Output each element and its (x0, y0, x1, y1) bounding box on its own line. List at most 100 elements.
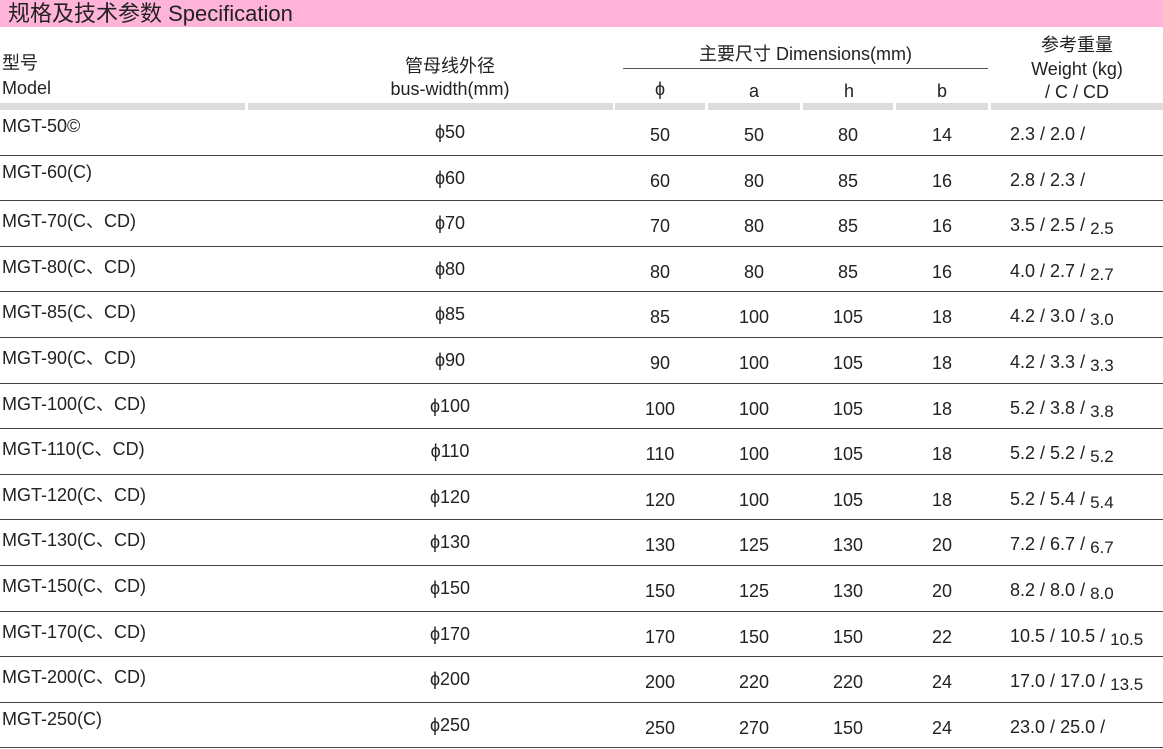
weight-cd: 5.4 (1090, 492, 1114, 512)
bus-width-cell: ϕ250 (429, 714, 471, 735)
a-cell: 270 (738, 717, 770, 738)
b-cell: 18 (931, 398, 953, 419)
header-bus-en: bus-width(mm) (390, 79, 510, 99)
weight-base: 4.0 (1010, 260, 1036, 281)
table-row: MGT-50© ϕ50 50 50 80 14 2.3/2.0/ (0, 110, 1163, 156)
phi-cell: 250 (644, 717, 676, 738)
weight-c: 3.0 (1050, 306, 1076, 327)
slash: / (1080, 443, 1086, 464)
table-row: MGT-60(C) ϕ60 60 80 85 16 2.8/2.3/ (0, 156, 1163, 202)
weight-c: 8.0 (1050, 580, 1076, 600)
model-cell: MGT-85(C、CD) (2, 302, 136, 323)
slash: / (1080, 215, 1086, 236)
a-cell: 100 (738, 307, 770, 328)
phi-cell: 100 (644, 398, 676, 419)
weight-c: 25.0 (1060, 716, 1096, 737)
header-bar (991, 103, 1163, 110)
weight-base: 3.5 (1010, 215, 1036, 236)
weight-cd: 5.2 (1090, 447, 1114, 467)
weight-c: 3.8 (1050, 397, 1076, 418)
model-cell: MGT-120(C、CD) (2, 484, 147, 505)
table-row: MGT-250(C) ϕ250 250 270 150 24 23.0/25.0/ (0, 703, 1163, 749)
a-cell: 125 (738, 581, 770, 601)
weight-cd: 6.7 (1090, 538, 1114, 558)
weight-base: 5.2 (1010, 488, 1036, 509)
h-cell: 80 (837, 125, 859, 145)
table-row: MGT-90(C、CD) ϕ90 90 100 105 18 4.2/3.3/3.3 (0, 338, 1163, 384)
weight-cell: 5.2/5.4/5.4 (1010, 488, 1114, 512)
slash: / (1040, 397, 1046, 418)
a-cell: 100 (738, 489, 770, 510)
weight-cell: 4.0/2.7/2.7 (1010, 260, 1114, 284)
b-cell: 22 (931, 626, 953, 647)
weight-c: 10.5 (1060, 625, 1096, 646)
slash: / (1040, 534, 1046, 555)
divider (623, 68, 988, 69)
h-cell: 105 (832, 307, 864, 328)
header-dimensions: 主要尺寸 Dimensions(mm) (698, 44, 912, 64)
slash: / (1040, 580, 1046, 600)
b-cell: 16 (931, 261, 953, 282)
weight-base: 2.8 (1010, 169, 1036, 190)
weight-cd: 10.5 (1110, 629, 1144, 649)
header-bar (0, 103, 245, 110)
a-cell: 100 (738, 398, 770, 419)
b-cell: 18 (931, 444, 953, 465)
table-row: MGT-150(C、CD) ϕ150 150 125 130 20 8.2/8.0/8.0 (0, 566, 1163, 612)
weight-cd: 2.7 (1090, 264, 1114, 284)
slash: / (1040, 352, 1046, 372)
slash: / (1080, 124, 1086, 144)
weight-cd: 3.8 (1090, 401, 1114, 421)
header-weight-cn: 参考重量 (1041, 35, 1113, 55)
weight-cell: 17.0/17.0/13.5 (1010, 671, 1143, 694)
slash: / (1040, 260, 1046, 281)
a-cell: 50 (743, 125, 765, 145)
model-cell: MGT-70(C、CD) (2, 211, 136, 232)
phi-cell: 170 (644, 626, 676, 647)
h-cell: 150 (832, 626, 864, 647)
a-cell: 100 (738, 353, 770, 373)
h-cell: 130 (832, 535, 864, 556)
table-row: MGT-200(C、CD) ϕ200 200 220 220 24 17.0/17.0/13… (0, 657, 1163, 703)
phi-cell: 80 (649, 261, 671, 282)
header-bar (708, 103, 800, 110)
b-cell: 16 (931, 170, 953, 191)
phi-cell: 90 (649, 353, 671, 373)
a-cell: 220 (738, 672, 770, 693)
table-row: MGT-85(C、CD) ϕ85 85 100 105 18 4.2/3.0/3.0 (0, 292, 1163, 338)
header-bar (803, 103, 893, 110)
weight-cd: 3.0 (1090, 310, 1114, 330)
model-cell: MGT-250(C) (2, 708, 103, 729)
phi-cell: 60 (649, 170, 671, 191)
header-a: a (748, 81, 759, 101)
slash: / (1040, 306, 1046, 327)
weight-cell: 5.2/5.2/5.2 (1010, 443, 1114, 467)
weight-base: 7.2 (1010, 534, 1036, 555)
header-b: b (936, 81, 947, 101)
weight-base: 17.0 (1010, 671, 1046, 692)
header-bar (248, 103, 613, 110)
bus-width-cell: ϕ50 (434, 122, 466, 142)
weight-c: 6.7 (1050, 534, 1076, 555)
a-cell: 80 (743, 216, 765, 237)
bus-width-cell: ϕ80 (434, 258, 466, 279)
slash: / (1050, 625, 1056, 646)
weight-base: 5.2 (1010, 443, 1036, 464)
a-cell: 80 (743, 170, 765, 191)
h-cell: 105 (832, 398, 864, 419)
a-cell: 100 (738, 444, 770, 465)
slash: / (1040, 169, 1046, 190)
h-cell: 85 (837, 261, 859, 282)
model-cell: MGT-80(C、CD) (2, 256, 136, 277)
weight-cell: 3.5/2.5/2.5 (1010, 215, 1114, 238)
h-cell: 150 (832, 717, 864, 738)
weight-base: 2.3 (1010, 124, 1036, 144)
header-model-cn: 型号 (2, 53, 38, 73)
model-cell: MGT-90(C、CD) (2, 348, 136, 368)
weight-base: 4.2 (1010, 352, 1036, 372)
phi-cell: 120 (644, 489, 676, 510)
weight-base: 10.5 (1010, 625, 1046, 646)
slash: / (1080, 260, 1086, 281)
weight-cell: 10.5/10.5/10.5 (1010, 625, 1144, 649)
model-cell: MGT-50© (2, 116, 81, 136)
